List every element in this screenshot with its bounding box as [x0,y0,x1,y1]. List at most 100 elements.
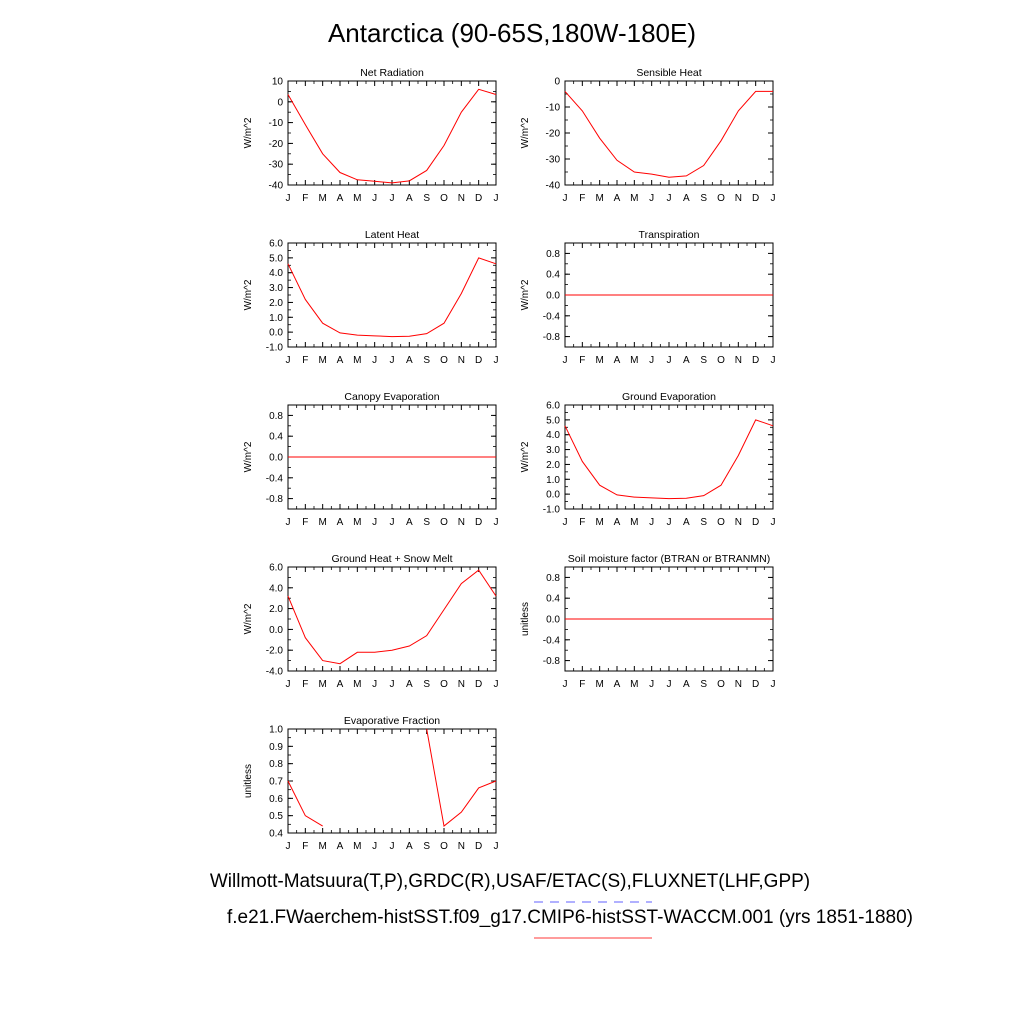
x-tick-label: M [353,193,361,204]
x-tick-label: J [649,679,654,690]
x-tick-label: J [286,841,291,852]
x-tick-label: D [752,193,759,204]
x-tick-label: J [563,355,568,366]
panel-title: Sensible Heat [636,67,701,79]
panel-8: Soil moisture factor (BTRAN or BTRANMN) u… [520,553,776,690]
y-tick-label: -0.8 [543,332,561,343]
y-tick-label: 0.0 [269,625,283,636]
y-tick-label: -30 [269,160,284,171]
x-tick-label: F [302,355,308,366]
x-tick-label: O [440,355,448,366]
y-axis-label: unitless [520,602,531,636]
x-tick-label: M [353,355,361,366]
y-tick-label: 0.7 [269,777,283,788]
y-axis-label: W/m^2 [243,117,254,148]
y-tick-label: 0.4 [546,270,560,281]
x-tick-label: D [475,193,482,204]
y-tick-label: -40 [269,181,284,192]
plot-frame [287,80,497,186]
y-tick-label: -0.4 [266,473,284,484]
x-tick-label: J [390,679,395,690]
x-tick-label: N [735,193,742,204]
y-tick-label: 1.0 [546,475,560,486]
y-tick-label: 4.0 [269,268,283,279]
x-tick-label: J [494,355,499,366]
y-tick-label: 0 [554,77,560,88]
y-tick-label: 0.0 [269,328,283,339]
y-axis-label: W/m^2 [243,603,254,634]
x-tick-label: S [423,517,430,528]
x-tick-label: J [286,517,291,528]
x-tick-label: O [717,355,725,366]
x-tick-label: M [595,517,603,528]
y-tick-label: -0.4 [543,311,561,322]
x-tick-label: D [475,841,482,852]
x-tick-label: A [406,355,413,366]
x-tick-label: F [579,193,585,204]
y-tick-label: 2.0 [269,604,283,615]
y-tick-label: 2.0 [546,460,560,471]
x-tick-label: J [494,517,499,528]
y-tick-label: -4.0 [266,667,284,678]
x-tick-label: O [717,517,725,528]
y-tick-label: -30 [546,155,561,166]
x-tick-label: J [286,679,291,690]
x-tick-label: M [630,679,638,690]
data-series-line [564,90,773,178]
x-tick-label: J [667,193,672,204]
x-tick-label: A [337,193,344,204]
x-tick-label: N [458,355,465,366]
x-tick-label: S [700,517,707,528]
data-series-line [287,257,497,338]
x-tick-label: J [390,841,395,852]
x-tick-label: N [735,679,742,690]
footer-obs-sources: Willmott-Matsuura(T,P),GRDC(R),USAF/ETAC… [209,871,811,892]
y-tick-label: -20 [546,129,561,140]
panel-title: Net Radiation [360,67,424,79]
x-tick-label: J [286,193,291,204]
y-tick-label: -1.0 [266,343,284,354]
x-tick-label: S [700,679,707,690]
y-tick-label: 6.0 [269,239,283,250]
figure-title: Antarctica (90-65S,180W-180E) [327,18,697,48]
x-tick-label: J [771,355,776,366]
y-axis-label: W/m^2 [243,441,254,472]
x-tick-label: J [372,841,377,852]
y-tick-label: 0.0 [546,615,560,626]
x-tick-label: F [302,193,308,204]
x-tick-label: F [579,517,585,528]
x-tick-label: M [630,517,638,528]
x-tick-label: S [700,355,707,366]
x-tick-label: J [372,193,377,204]
x-tick-label: A [683,193,690,204]
x-tick-label: J [494,841,499,852]
x-tick-label: F [302,679,308,690]
x-tick-label: A [406,841,413,852]
y-tick-label: -1.0 [543,505,561,516]
x-tick-label: F [579,355,585,366]
y-tick-label: 3.0 [269,283,283,294]
y-tick-label: 0.0 [546,291,560,302]
footer-case-name: f.e21.FWaerchem-histSST.f09_g17.CMIP6-hi… [226,907,913,928]
plot-frame [287,728,497,834]
y-tick-label: 0.4 [546,594,560,605]
x-tick-label: J [667,679,672,690]
y-axis-label: W/m^2 [520,441,531,472]
x-tick-label: S [423,841,430,852]
y-tick-label: 3.0 [546,445,560,456]
x-tick-label: J [771,193,776,204]
y-axis-label: unitless [243,764,254,798]
x-tick-label: A [614,193,621,204]
x-tick-label: J [649,355,654,366]
panel-title: Evaporative Fraction [344,715,440,727]
y-tick-label: 0.8 [269,759,283,770]
y-tick-label: 0.4 [269,829,283,840]
x-tick-label: A [683,355,690,366]
x-tick-label: M [595,193,603,204]
data-series-line [287,569,497,665]
x-tick-label: N [458,193,465,204]
